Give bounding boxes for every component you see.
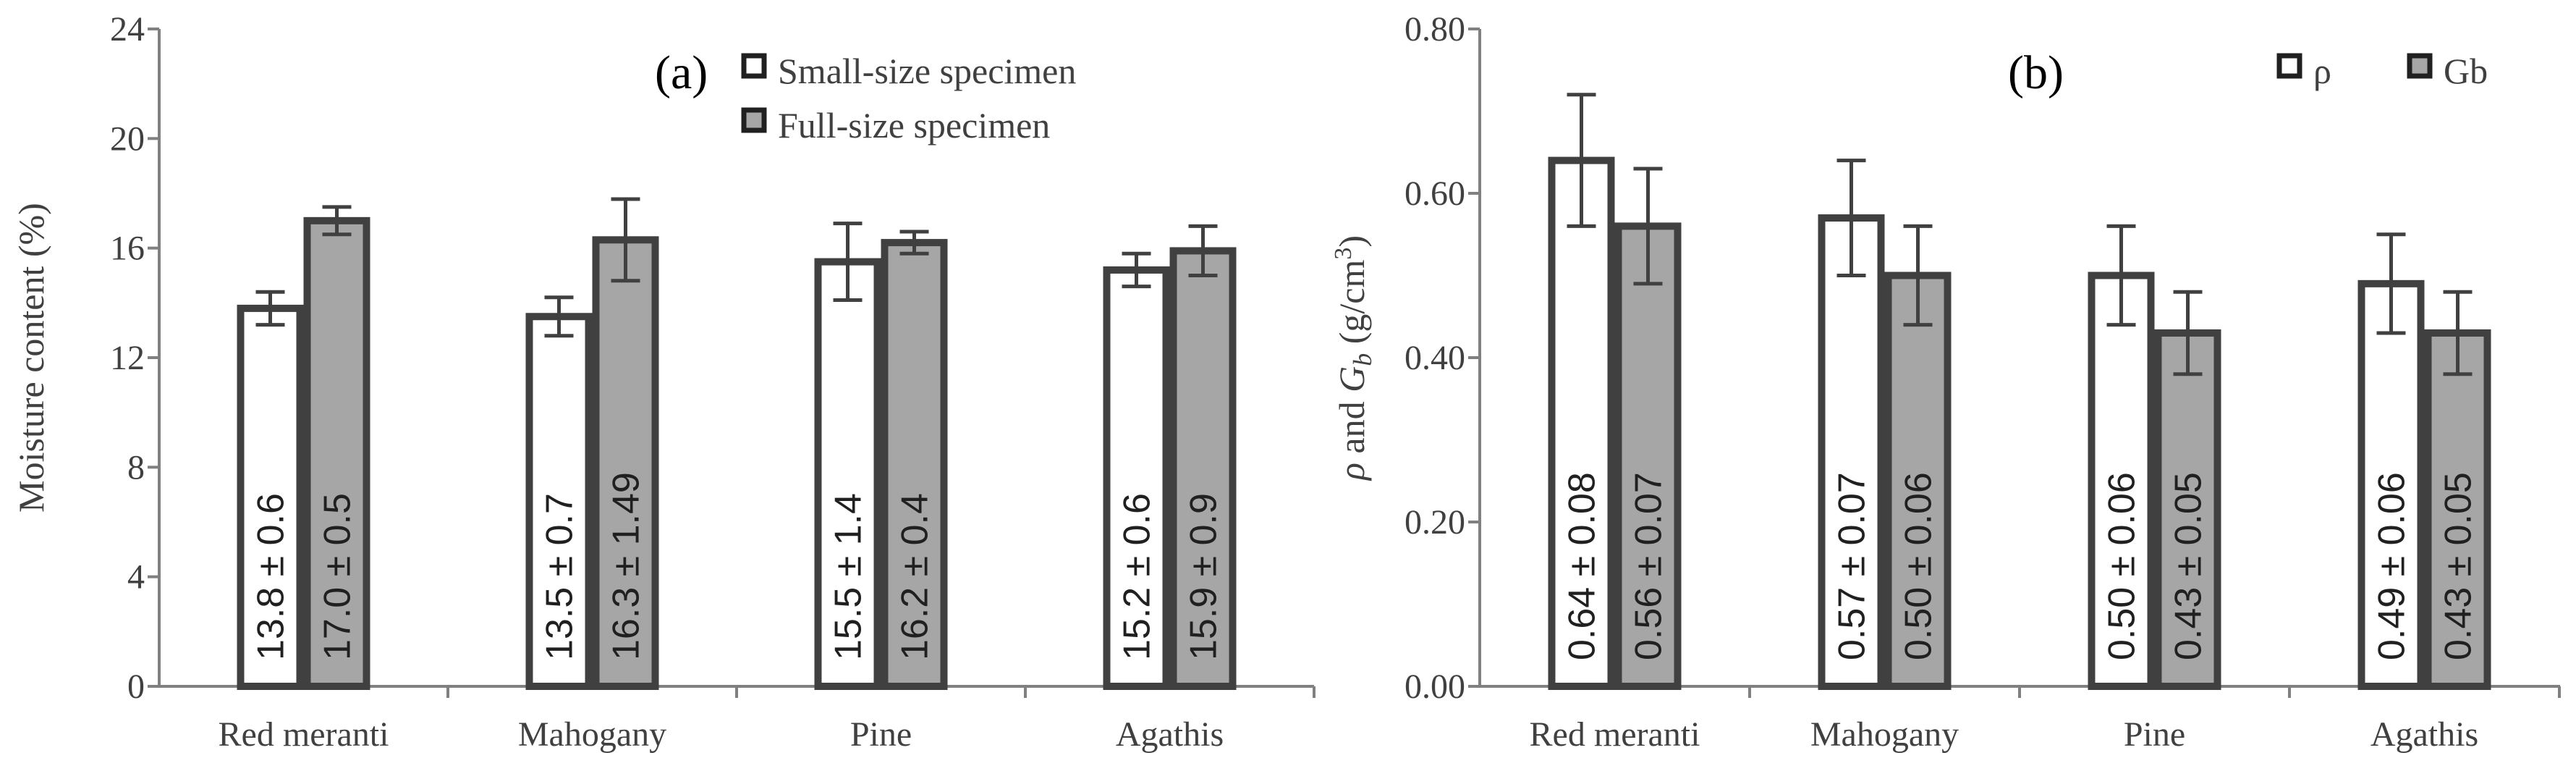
bar-value-label: 16.3 ± 1.49 — [606, 472, 648, 660]
y-tick-label: 20 — [110, 119, 145, 158]
panel-label: (b) — [2008, 46, 2064, 99]
legend-swatch — [2276, 53, 2302, 79]
bar-series1 — [1818, 214, 1885, 690]
bar-value-label: 15.5 ± 1.4 — [828, 493, 870, 660]
y-tick-label: 16 — [110, 230, 145, 268]
x-tick-label-pine: Pine — [850, 715, 912, 754]
bar-series1 — [525, 313, 593, 690]
bar-series1 — [237, 304, 304, 690]
y-axis-title-unit: (g/cm — [1331, 260, 1372, 353]
bar-value-label: 13.5 ± 0.7 — [539, 493, 581, 660]
y-tick-label: 4 — [127, 558, 145, 597]
legend-label: Full-size specimen — [778, 105, 1050, 146]
x-tick-label-agathis: Agathis — [2370, 715, 2478, 754]
y-axis-title: ρ and Gb (g/cm3) — [1330, 235, 1377, 481]
bar-value-label: 16.2 ± 0.4 — [894, 493, 936, 660]
bar-series1 — [814, 258, 881, 691]
x-tick-label-mahogany: Mahogany — [518, 715, 666, 754]
x-tick-label-mahogany: Mahogany — [1810, 715, 1959, 754]
bar-value-label: 15.2 ± 0.6 — [1117, 493, 1158, 660]
legend-label: Gb — [2444, 51, 2488, 91]
x-tick-label-red-meranti: Red meranti — [1530, 715, 1700, 754]
x-tick-label-pine: Pine — [2124, 715, 2185, 754]
x-tick-label-agathis: Agathis — [1116, 715, 1224, 754]
bar-value-label: 0.49 ± 0.06 — [2371, 472, 2413, 660]
legend-label: ρ — [2313, 51, 2331, 91]
bar-series1 — [2357, 279, 2425, 691]
y-axis-title-rho: ρ — [1331, 463, 1372, 481]
y-tick-label: 12 — [110, 339, 145, 377]
bar-series2 — [1614, 222, 1682, 690]
y-tick-label: 8 — [127, 448, 145, 487]
bar-value-label: 17.0 ± 0.5 — [317, 493, 359, 660]
chart-panel-2: 0.00 0.20 0.40 0.60 0.80 Red meranti 0.64 ± 0.… — [1330, 10, 2561, 754]
y-axis-title-and: and — [1331, 392, 1372, 463]
bar-value-label: 0.50 ± 0.06 — [1898, 472, 1940, 660]
y-axis-title-subscript: b — [1348, 353, 1377, 366]
bar-series1 — [1103, 266, 1170, 690]
y-tick-label: 0.40 — [1404, 339, 1465, 377]
legend-swatch — [2407, 53, 2433, 79]
bar-value-label: 15.9 ± 0.9 — [1183, 493, 1225, 660]
y-tick-label: 24 — [110, 10, 145, 49]
y-tick-label: 0.60 — [1404, 174, 1465, 213]
bar-value-label: 0.43 ± 0.05 — [2168, 472, 2210, 660]
bar-value-label: 0.57 ± 0.07 — [1831, 472, 1873, 660]
legend-swatch — [741, 107, 767, 133]
y-tick-label: 0.80 — [1404, 10, 1465, 49]
y-axis-title-superscript: 3 — [1330, 248, 1357, 260]
y-tick-label: 0.00 — [1404, 668, 1465, 706]
legend-swatch — [741, 53, 767, 79]
y-axis-title-g: G — [1331, 366, 1372, 392]
y-axis-title-close: ) — [1331, 235, 1372, 248]
legend-label: Small-size specimen — [778, 51, 1076, 91]
bar-value-label: 0.43 ± 0.05 — [2438, 472, 2480, 660]
bar-value-label: 0.56 ± 0.07 — [1628, 472, 1670, 660]
chart-panel-1: 0 4 8 12 16 20 24 Red meranti 13.8 ± 0.6 17.0 ± 0… — [11, 10, 1315, 754]
bar-value-label: 0.64 ± 0.08 — [1562, 472, 1603, 660]
y-tick-label: 0 — [127, 668, 145, 706]
panel-label: (a) — [655, 46, 708, 99]
x-tick-label-red-meranti: Red meranti — [219, 715, 389, 754]
bar-value-label: 0.50 ± 0.06 — [2101, 472, 2143, 660]
y-axis-title: Moisture content (%) — [11, 203, 51, 513]
y-tick-label: 0.20 — [1404, 503, 1465, 542]
bar-value-label: 13.8 ± 0.6 — [250, 493, 292, 660]
